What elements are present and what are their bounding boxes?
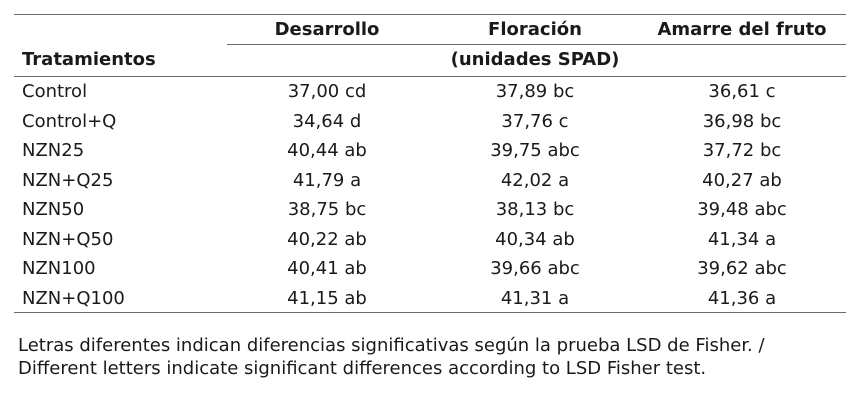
cell-desarrollo: 41,79 a — [292, 169, 362, 191]
cell-treatment: Control — [22, 81, 88, 102]
cell-treatment: NZN50 — [22, 199, 85, 220]
footnote-line-1: Letras diferentes indican diferencias si… — [18, 335, 765, 356]
header-floracion: Floración — [488, 19, 582, 40]
cell-amarre: 39,62 abc — [697, 258, 787, 279]
table-row: NZN+Q50 40,22 ab 40,34 ab 41,34 a — [14, 226, 846, 256]
table-row: NZN+Q25 41,79 a 42,02 a 40,27 ab — [14, 167, 846, 197]
table-row: NZN25 40,44 ab 39,75 abc 37,72 bc — [14, 137, 846, 167]
cell-desarrollo: 40,44 ab — [287, 140, 367, 161]
header-amarre: Amarre del fruto — [657, 19, 827, 40]
cell-desarrollo: 40,41 ab — [287, 258, 367, 279]
table-body: Control 37,00 cd 37,89 bc 36,61 c Control+Q 3… — [14, 78, 846, 314]
cell-amarre: 41,34 a — [707, 228, 777, 250]
table-row: NZN100 40,41 ab 39,66 abc 39,62 abc — [14, 255, 846, 285]
cell-treatment: NZN100 — [22, 258, 96, 279]
table-header-rule — [14, 76, 846, 77]
cell-treatment: NZN25 — [22, 140, 85, 161]
cell-amarre: 37,72 bc — [702, 140, 782, 161]
table-bottom-rule — [14, 312, 846, 313]
cell-floracion: 42,02 a — [500, 169, 570, 191]
cell-treatment: Control+Q — [22, 110, 117, 132]
footnote: Letras diferentes indican diferencias si… — [18, 334, 848, 380]
table-row: Control+Q 34,64 d 37,76 c 36,98 bc — [14, 108, 846, 138]
cell-desarrollo: 40,22 ab — [287, 228, 367, 250]
cell-amarre: 36,98 bc — [702, 110, 782, 132]
footnote-line-2: Different letters indicate significant d… — [18, 358, 707, 379]
cell-floracion: 38,13 bc — [495, 199, 575, 220]
cell-floracion: 37,76 c — [501, 110, 569, 132]
table-top-rule — [14, 14, 846, 15]
cell-floracion: 37,89 bc — [495, 81, 575, 102]
cell-desarrollo: 37,00 cd — [287, 81, 367, 102]
cell-floracion: 39,75 abc — [490, 140, 580, 161]
header-desarrollo: Desarrollo — [274, 19, 380, 40]
table-row: NZN50 38,75 bc 38,13 bc 39,48 abc — [14, 196, 846, 226]
cell-desarrollo: 41,15 ab — [287, 287, 367, 309]
cell-floracion: 40,34 ab — [495, 228, 575, 250]
table-row: Control 37,00 cd 37,89 bc 36,61 c — [14, 78, 846, 108]
cell-amarre: 39,48 abc — [697, 199, 787, 220]
cell-amarre: 36,61 c — [708, 81, 776, 102]
cell-treatment: NZN+Q100 — [22, 287, 125, 309]
cell-floracion: 41,31 a — [500, 287, 570, 309]
cell-treatment: NZN+Q50 — [22, 228, 114, 250]
cell-desarrollo: 38,75 bc — [287, 199, 367, 220]
header-treatments: Tratamientos — [22, 49, 156, 70]
cell-desarrollo: 34,64 d — [292, 110, 362, 132]
table-row: NZN+Q100 41,15 ab 41,31 a 41,36 a — [14, 285, 846, 315]
cell-amarre: 41,36 a — [707, 287, 777, 309]
cell-amarre: 40,27 ab — [702, 169, 782, 191]
header-units: (unidades SPAD) — [450, 49, 620, 70]
cell-treatment: NZN+Q25 — [22, 169, 114, 191]
table-header-subrule — [227, 44, 846, 45]
cell-floracion: 39,66 abc — [490, 258, 580, 279]
